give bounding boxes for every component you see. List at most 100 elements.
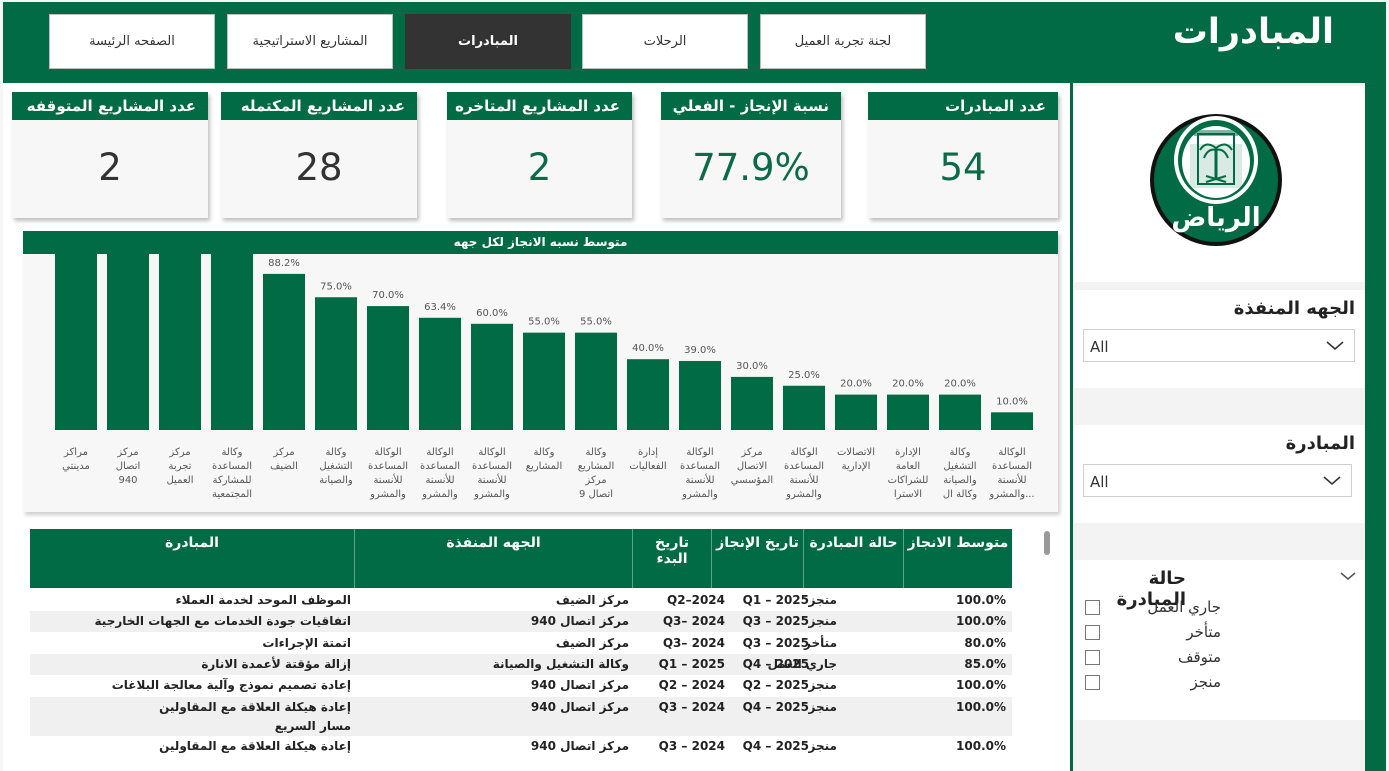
checkbox[interactable] [1085, 600, 1100, 615]
cell-start-date: 2024 –Q3 [662, 614, 725, 628]
chart-bar[interactable] [107, 254, 149, 430]
cell-completion-date: 2025 – Q1 [742, 593, 809, 607]
chevron-down-icon[interactable] [1340, 569, 1356, 583]
col-initiative[interactable]: المبادرة [165, 535, 219, 551]
table-row[interactable]: 100.0% منجز 2025 – Q4 2024 – Q3 مركز اتصال 9… [30, 697, 1012, 736]
chart-bar[interactable] [263, 273, 305, 430]
cell-completion-date: 2025 – Q3 [742, 636, 809, 650]
initiative-dropdown[interactable]: All [1083, 464, 1352, 497]
chart-value-label: 63.4% [424, 302, 456, 313]
chart-value-label: 75.0% [320, 281, 352, 292]
cell-completion-date: 2025 – Q3 [742, 614, 809, 628]
nav-home[interactable]: الصفحه الرئيسة [49, 14, 215, 69]
chart-value-label: 25.0% [788, 370, 820, 381]
cell-status: منجز [808, 739, 837, 753]
chart-bar[interactable] [55, 254, 97, 430]
col-start-date[interactable]: تاريخ البدء [632, 529, 711, 588]
status-option-stopped[interactable]: متوقف [1073, 648, 1221, 668]
chart-value-label: 55.0% [528, 317, 560, 328]
table-row[interactable]: 85.0% جاري العمل 2025 – Q4 2025 – Q1 وكالة ا… [30, 654, 1012, 675]
cell-avg: 100.0% [956, 700, 1006, 714]
scroll-thumb[interactable] [1044, 531, 1050, 555]
chart-bar[interactable] [991, 412, 1033, 430]
chart-bar[interactable] [471, 323, 513, 430]
table-row[interactable]: 80.0% متأخر 2025 – Q3 2024 –Q3 مركز الضيف اتم… [30, 633, 1012, 654]
nav-journeys[interactable]: الرحلات [582, 14, 748, 69]
col-avg-completion[interactable]: متوسط الانجاز [903, 529, 1012, 588]
cell-entity: مركز اتصال 940 [530, 614, 629, 628]
entity-dropdown[interactable]: All [1083, 329, 1355, 362]
kpi-value: 2 [98, 146, 122, 189]
chart-bar[interactable] [627, 359, 669, 430]
slicer-label: المبادرة [1285, 433, 1355, 454]
logo-card: الرياض [1074, 86, 1365, 282]
chevron-down-icon [1326, 341, 1344, 350]
chart-bar[interactable] [887, 394, 929, 430]
chart-category-label: وكالة المشاريع [526, 447, 563, 472]
cell-status: منجز [808, 593, 837, 607]
nav-strategic-projects[interactable]: المشاريع الاستراتيجية [227, 14, 393, 69]
chart-category-label: الإدارة العامة للشراكات الاسترا [888, 447, 929, 500]
chart-bar[interactable] [731, 376, 773, 430]
kpi-stopped-projects: عدد المشاريع المتوقفه 2 [12, 92, 208, 218]
cell-initiative-line2: مسار السريع [274, 719, 351, 733]
chart-category-label: الوكالة المساعدة للأنسنة والمشرو [680, 447, 720, 500]
kpi-actual-completion: نسبة الإنجاز - الفعلي 77.9% [661, 92, 841, 218]
col-completion-date[interactable]: تاريخ الإنجاز [711, 529, 803, 588]
status-option-done[interactable]: منجز [1073, 673, 1221, 693]
chart-value-label: 30.0% [736, 361, 768, 372]
cell-initiative: إعادة هيكلة العلاقة مع المقاولين [159, 700, 351, 714]
chart-bar[interactable] [783, 385, 825, 430]
slicer-label: حالة المبادرة [1116, 568, 1186, 610]
kpi-value: 54 [939, 146, 987, 189]
cell-avg: 100.0% [956, 739, 1006, 753]
chart-category-label: الوكالة المساعدة للأنسنة والمشرو [420, 447, 460, 500]
chart-bar[interactable] [939, 394, 981, 430]
chart-bar[interactable] [419, 317, 461, 430]
status-option-in-progress[interactable]: جاري العمل [1073, 598, 1221, 618]
nav-customer-experience-committee[interactable]: لجنة تجربة العميل [760, 14, 926, 69]
cell-start-date: 2024 – Q3 [658, 700, 725, 714]
chart-category-label: وكالة التشغيل والصيانة وكالة ال [943, 447, 977, 500]
chart-value-label: 55.0% [580, 317, 612, 328]
chart-bar[interactable] [679, 360, 721, 430]
kpi-initiatives-count: عدد المبادرات 54 [868, 92, 1058, 218]
riyadh-logo: الرياض [1150, 114, 1282, 246]
option-label: منجز [1190, 673, 1221, 691]
chart-category-label: الاتصالات الإدارية [837, 447, 875, 472]
completion-chart: متوسط نسبه الانجاز لكل جهه 100.0%مراكزمد… [23, 231, 1058, 512]
kpi-value: 77.9% [692, 146, 810, 189]
chart-bar[interactable] [315, 297, 357, 430]
chart-bar[interactable] [835, 394, 877, 430]
col-status[interactable]: حالة المبادرة [803, 529, 903, 588]
kpi-value: 28 [295, 146, 343, 189]
chart-bar[interactable] [575, 332, 617, 430]
table-row[interactable]: 100.0% منجز 2025 – Q4 2024 – Q3 مركز اتصال 9… [30, 736, 1012, 757]
cell-initiative: إعادة هيكلة العلاقة مع المقاولين [159, 739, 351, 753]
chart-bar[interactable] [523, 332, 565, 430]
status-option-delayed[interactable]: متأخر [1073, 623, 1221, 643]
kpi-label: عدد المبادرات [868, 92, 1058, 120]
chart-bar[interactable] [367, 306, 409, 430]
cell-entity: مركز اتصال 940 [530, 739, 629, 753]
checkbox[interactable] [1085, 650, 1100, 665]
chart-category-label: وكالة التشغيل والصيانة [319, 447, 353, 486]
chart-title: متوسط نسبه الانجاز لكل جهه [23, 231, 1058, 254]
chart-value-label: 20.0% [892, 379, 924, 390]
chart-category-label: مركز الضيف [270, 447, 298, 472]
kpi-label: عدد المشاريع المكتمله [221, 92, 417, 120]
checkbox[interactable] [1085, 625, 1100, 640]
table-row[interactable]: 100.0% منجز 2025 – Q2 2024 – Q2 مركز اتصال 9… [30, 675, 1012, 696]
table-row[interactable]: 100.0% منجز 2025 – Q1 2024–Q2 مركز الضيف المو… [30, 590, 1012, 611]
checkbox[interactable] [1085, 675, 1100, 690]
chart-bar[interactable] [159, 254, 201, 430]
table-row[interactable]: 100.0% منجز 2025 – Q3 2024 –Q3 مركز اتصال 94… [30, 611, 1012, 632]
table-scrollbar[interactable] [1042, 529, 1052, 753]
chart-canvas: 100.0%مراكزمدينتي100.0%مركزاتصال940100.0… [55, 254, 1035, 500]
cell-start-date: 2024 – Q3 [658, 739, 725, 753]
nav-initiatives[interactable]: المبادرات [405, 14, 571, 69]
cell-initiative: الموظف الموحد لخدمة العملاء [175, 593, 351, 607]
chart-bar[interactable] [211, 254, 253, 430]
col-entity[interactable]: الجهه المنفذة [354, 529, 632, 588]
cell-entity: مركز اتصال 940 [530, 700, 629, 714]
